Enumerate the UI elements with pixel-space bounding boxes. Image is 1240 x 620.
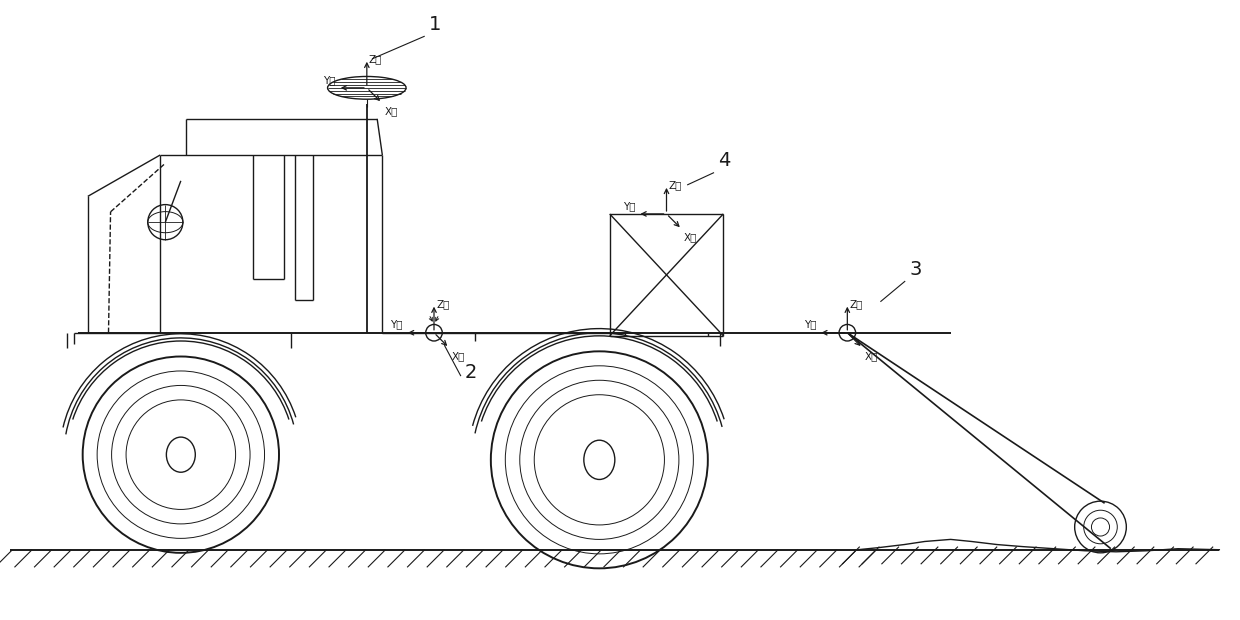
Text: 1: 1 [429,15,441,34]
Text: Z轴: Z轴 [849,299,863,309]
Text: Y轴: Y轴 [804,320,816,330]
Text: Y轴: Y轴 [324,75,336,85]
Text: Z轴: Z轴 [436,299,449,309]
Text: Y轴: Y轴 [622,201,636,211]
Text: 4: 4 [718,151,730,171]
Text: 3: 3 [909,260,921,279]
Text: Z轴: Z轴 [370,54,382,64]
Text: X轴: X轴 [864,351,878,361]
Text: X轴: X轴 [384,106,398,117]
Text: X轴: X轴 [684,232,697,242]
Text: Y轴: Y轴 [391,320,403,330]
Text: Z轴: Z轴 [668,180,682,190]
Text: X轴: X轴 [451,351,465,361]
Text: 2: 2 [465,363,477,383]
